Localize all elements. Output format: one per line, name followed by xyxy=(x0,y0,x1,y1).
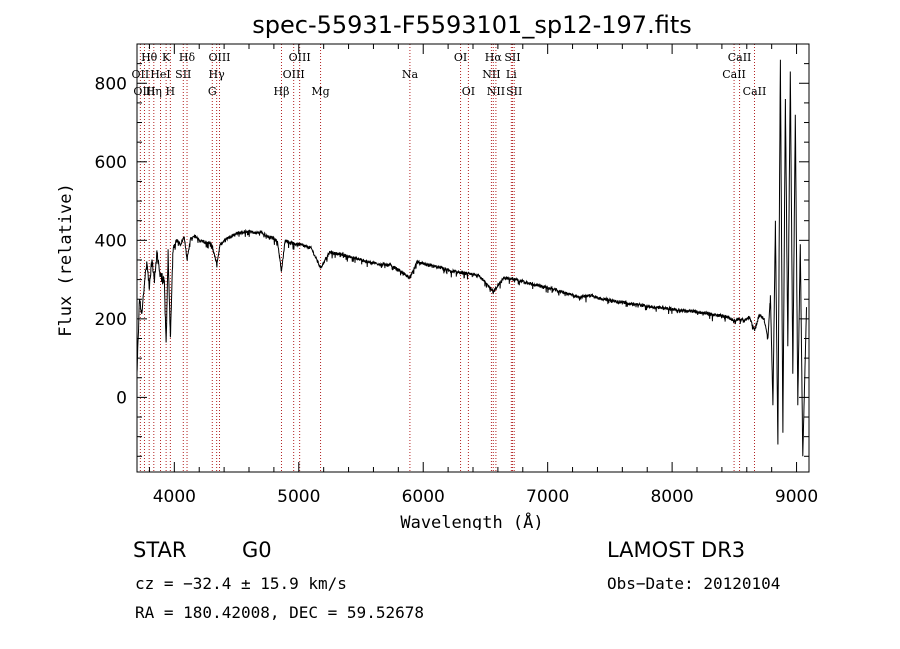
spectral-line-label: SII xyxy=(175,68,191,81)
spectral-line-label: SII xyxy=(506,85,522,98)
y-tick-label: 600 xyxy=(95,153,127,173)
spectral-line-label: SII xyxy=(504,51,520,64)
x-tick-label: 5000 xyxy=(277,487,320,507)
spectral-line-label: OII xyxy=(132,68,150,81)
chart-title: spec-55931-F5593101_sp12-197.fits xyxy=(252,11,691,39)
spectral-line-label: Hα xyxy=(485,51,503,64)
spectral-line-label: OIII xyxy=(283,68,305,81)
coordinates: RA = 180.42008, DEC = 59.52678 xyxy=(135,603,424,622)
spectral-line-label: NII xyxy=(482,68,500,81)
spectral-line-label: Hβ xyxy=(274,85,290,98)
object-subclass: G0 xyxy=(242,538,272,562)
spectral-line-label: H xyxy=(166,85,176,98)
spectral-line-label: OI xyxy=(462,85,475,98)
x-tick-label: 7000 xyxy=(526,487,569,507)
spectral-line-label: Hγ xyxy=(209,68,226,81)
y-tick-label: 400 xyxy=(95,231,127,251)
spectral-line-label: Mg xyxy=(311,85,329,98)
spectral-line-label: OIII xyxy=(133,85,155,98)
spectral-line-label: OIII xyxy=(289,51,311,64)
x-axis-label: Wavelength (Å) xyxy=(400,511,543,530)
object-class: STAR xyxy=(133,538,187,562)
spectral-line-label: Li xyxy=(506,68,517,81)
y-tick-label: 800 xyxy=(95,74,127,94)
spectral-line-label: Na xyxy=(402,68,419,81)
x-tick-label: 6000 xyxy=(402,487,445,507)
spectral-line-label: HeI xyxy=(150,68,170,81)
spectral-line-label: CaII xyxy=(728,51,752,64)
y-axis-label: Flux (relative) xyxy=(56,183,76,337)
spectral-line-label: Hη xyxy=(146,85,162,98)
spectral-line-label: NII xyxy=(487,85,505,98)
obs-date: Obs−Date: 20120104 xyxy=(607,574,781,593)
spectral-line-label: OI xyxy=(454,51,467,64)
x-tick-label: 4000 xyxy=(153,487,196,507)
spectral-line-label: OIII xyxy=(208,51,230,64)
spectrum-chart: spec-55931-F5593101_sp12-197.fits Hθ OII O… xyxy=(56,11,818,530)
spectral-line-label: K xyxy=(162,51,171,64)
spectral-line-label: CaII xyxy=(743,85,767,98)
survey-name: LAMOST DR3 xyxy=(607,538,746,562)
plot-frame xyxy=(136,43,810,473)
x-tick-label: 9000 xyxy=(775,487,818,507)
spectrum-line xyxy=(136,59,807,457)
y-tick-label: 0 xyxy=(116,388,127,408)
redshift-readout: cz = −32.4 ± 15.9 km/s xyxy=(135,574,347,593)
spectral-line-markers xyxy=(139,44,755,472)
spectral-line-label: Hθ xyxy=(141,51,158,64)
x-tick-label: 8000 xyxy=(650,487,693,507)
y-tick-label: 200 xyxy=(95,310,127,330)
spectral-line-label: G xyxy=(208,85,217,98)
spectral-line-label: Hδ xyxy=(179,51,196,64)
spectral-line-label: CaII xyxy=(722,68,746,81)
x-axis-ticks: 4000 5000 6000 7000 8000 9000 xyxy=(148,44,818,507)
y-axis-ticks: 0 200 400 600 800 xyxy=(95,63,809,457)
